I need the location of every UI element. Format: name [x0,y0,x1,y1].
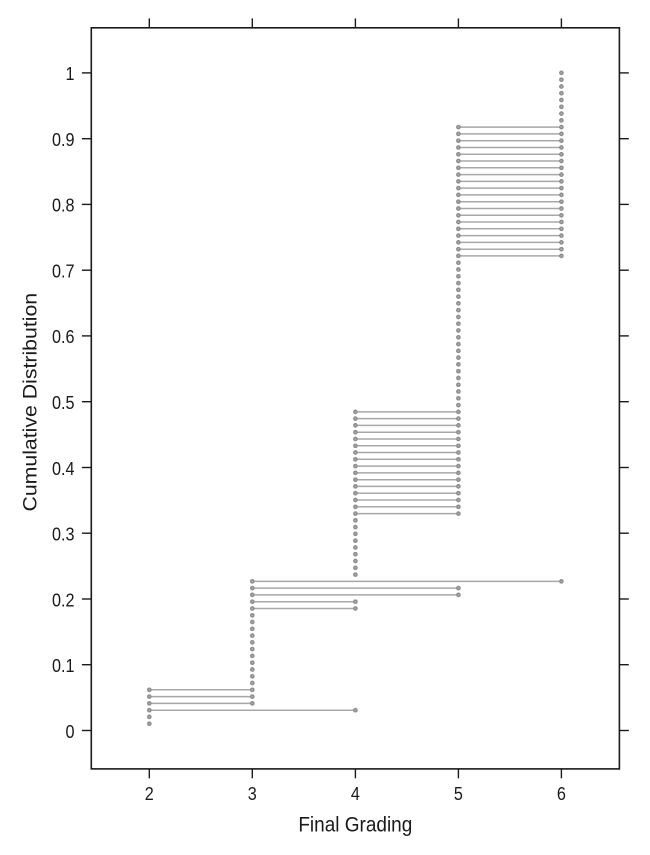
svg-text:4: 4 [351,783,360,804]
svg-text:0.4: 0.4 [52,458,75,479]
svg-text:Cumulative Distribution: Cumulative Distribution [20,293,41,512]
svg-text:Final Grading: Final Grading [298,813,412,836]
svg-text:3: 3 [248,783,257,804]
svg-text:0.1: 0.1 [52,655,75,676]
svg-text:5: 5 [454,783,463,804]
svg-text:0.3: 0.3 [52,524,75,545]
svg-text:0.6: 0.6 [52,326,75,347]
svg-text:0.7: 0.7 [52,261,75,282]
svg-text:0: 0 [65,721,74,742]
svg-text:0.2: 0.2 [52,589,75,610]
svg-text:2: 2 [145,783,154,804]
svg-text:0.9: 0.9 [52,129,75,150]
svg-text:1: 1 [65,63,74,84]
svg-text:0.5: 0.5 [52,392,75,413]
svg-text:6: 6 [557,783,566,804]
svg-text:0.8: 0.8 [52,195,75,216]
